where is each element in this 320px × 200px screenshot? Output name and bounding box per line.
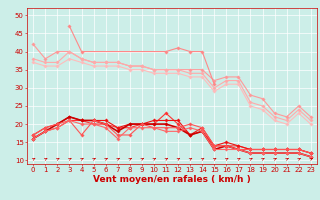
X-axis label: Vent moyen/en rafales ( km/h ): Vent moyen/en rafales ( km/h ): [93, 175, 251, 184]
